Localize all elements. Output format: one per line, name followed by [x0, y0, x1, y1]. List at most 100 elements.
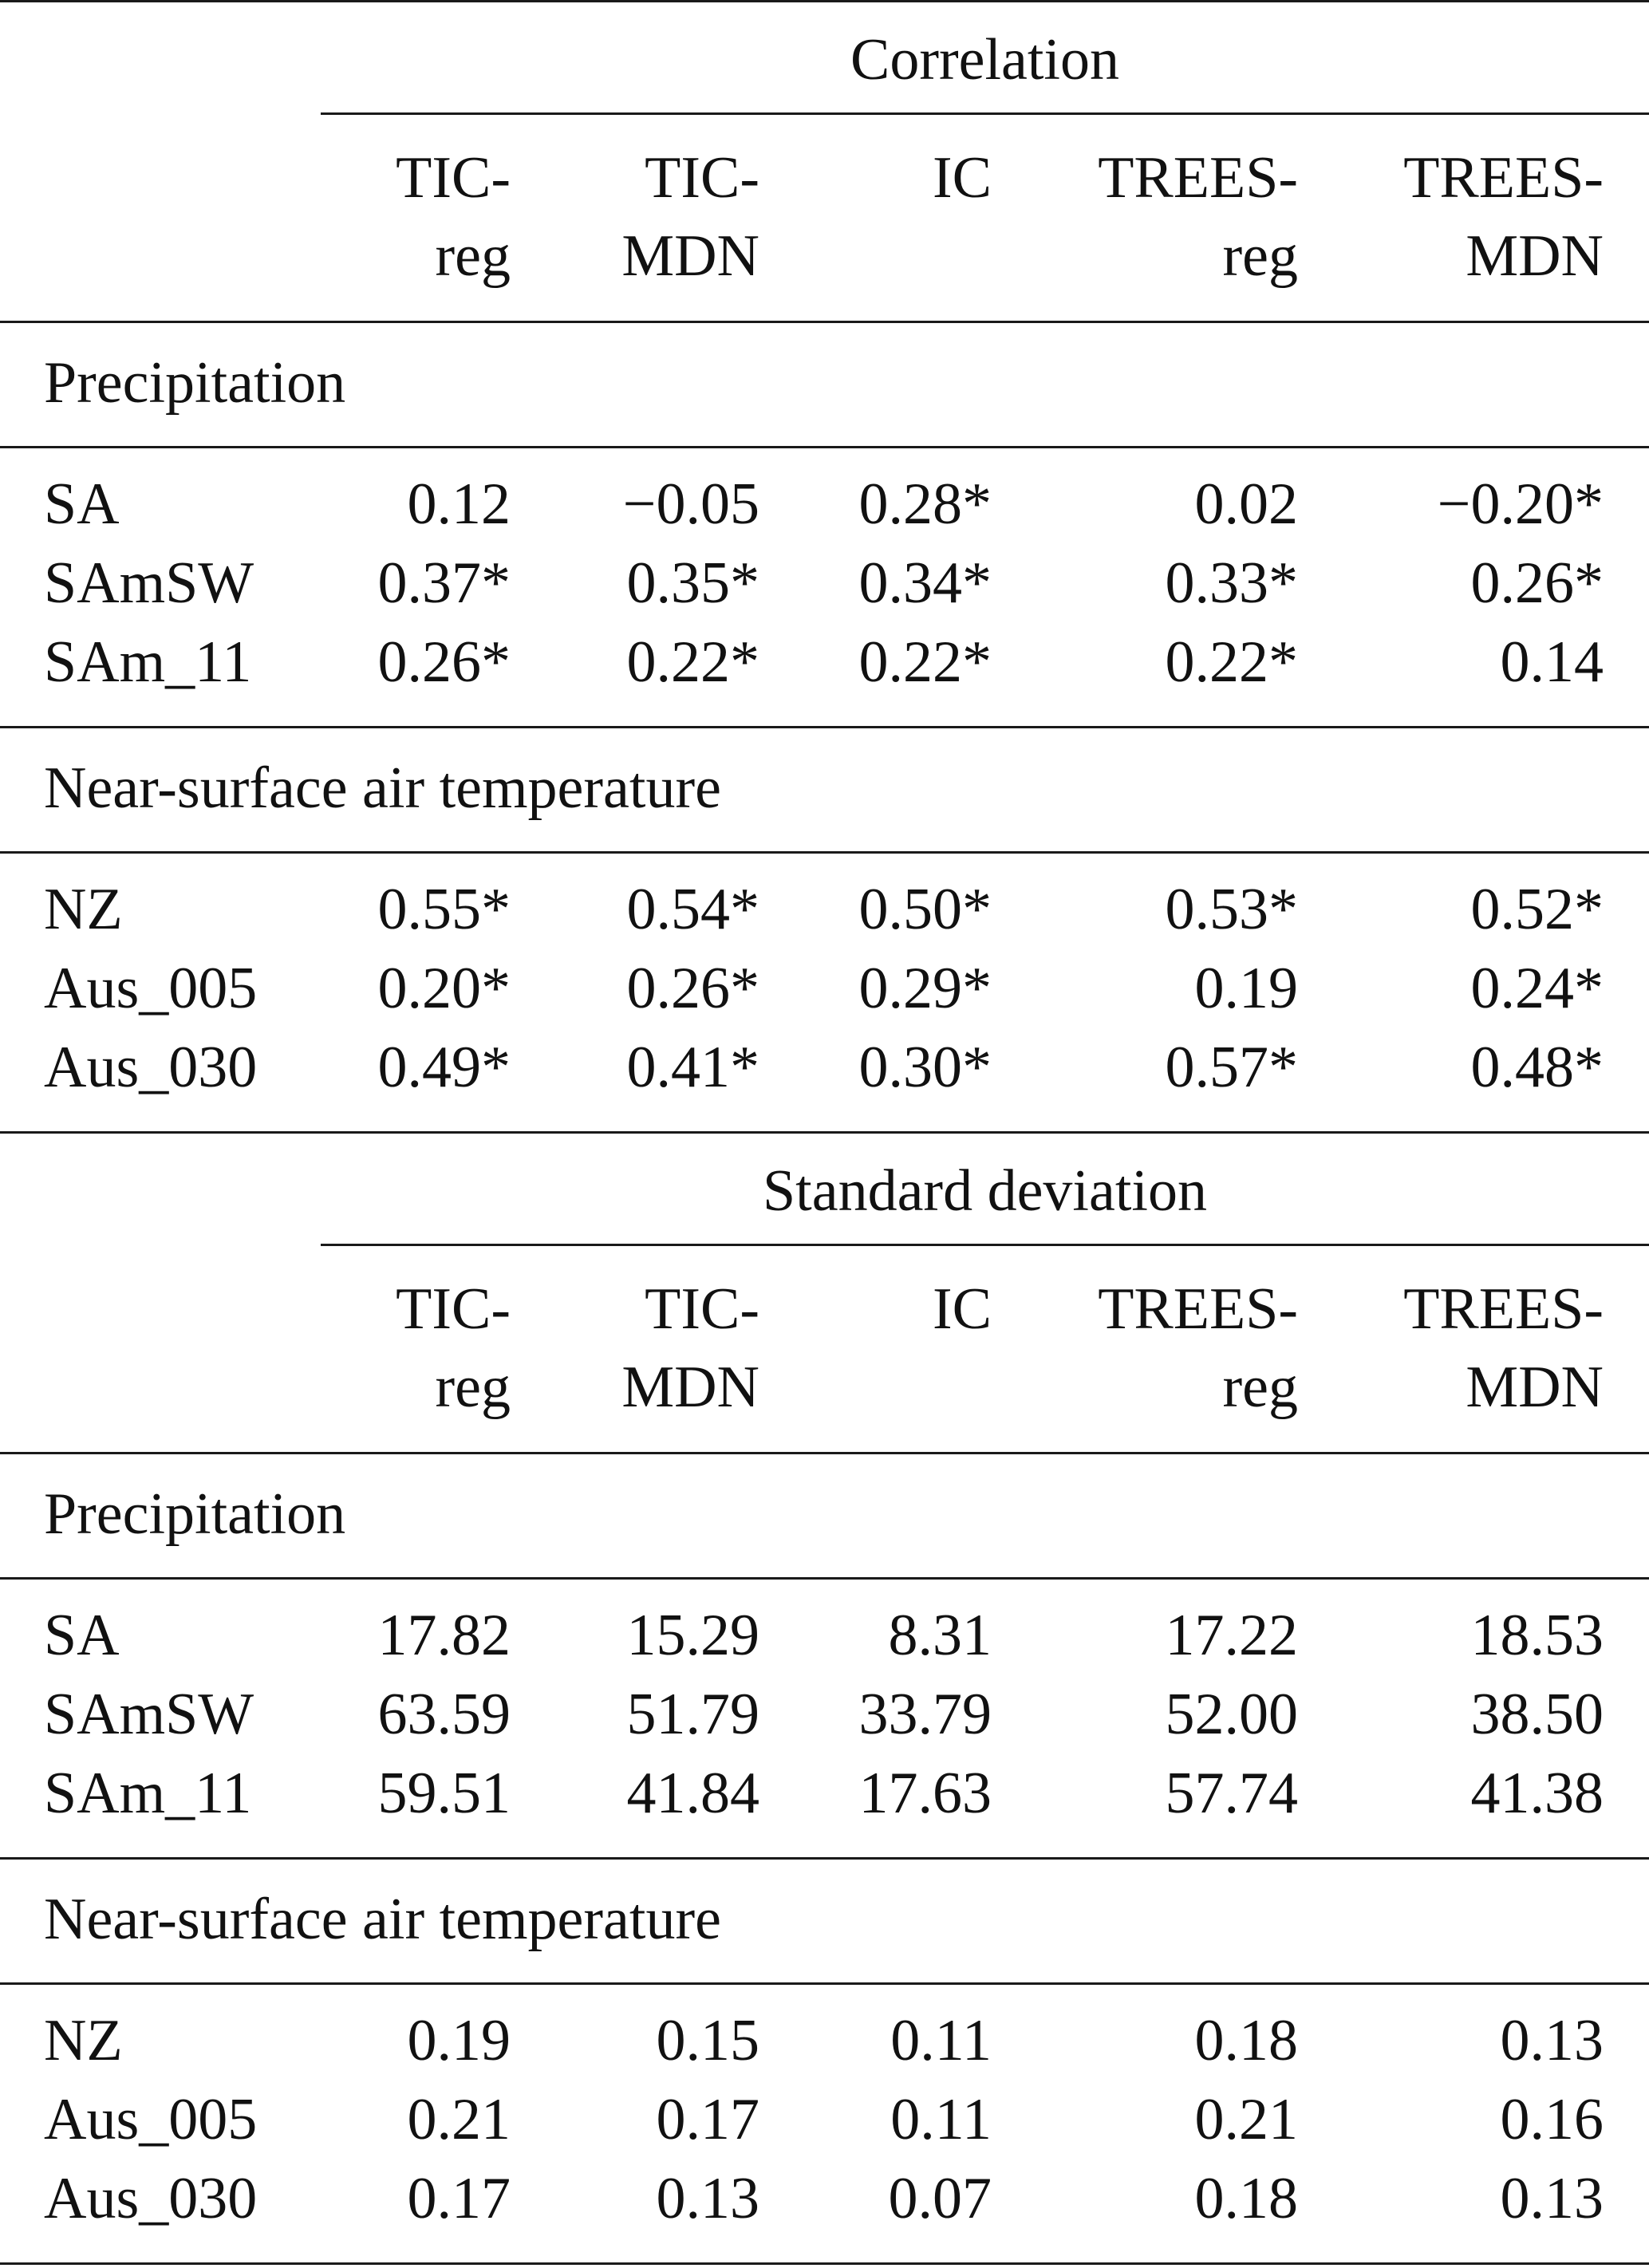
rule-cmidrule — [321, 1244, 1649, 1246]
table-cell: 0.12 — [407, 471, 511, 537]
table-cell: −0.20* — [1437, 471, 1604, 537]
column-header-line1: TREES- — [1403, 1276, 1604, 1342]
table-cell: 0.53* — [1165, 877, 1299, 942]
table-cell: 0.22* — [1165, 629, 1299, 695]
table-cell: 41.38 — [1470, 1761, 1604, 1826]
table-cell: 0.57* — [1165, 1035, 1299, 1100]
row-label: Aus_005 — [44, 956, 258, 1021]
column-header-line2: reg — [435, 1355, 511, 1420]
group-heading: Near-surface air temperature — [44, 755, 721, 821]
column-header-line1: TIC- — [396, 1276, 511, 1342]
column-header-line1: TIC- — [645, 145, 759, 211]
table-cell: 17.63 — [858, 1761, 992, 1826]
rule-header-bottom — [0, 1452, 1649, 1454]
group-heading: Near-surface air temperature — [44, 1887, 721, 1952]
row-label: Aus_005 — [44, 2087, 258, 2152]
rule-group-bottom — [0, 1857, 1649, 1860]
column-header-line1: TIC- — [645, 1276, 759, 1342]
table-cell: 38.50 — [1470, 1682, 1604, 1747]
rule-header-bottom — [0, 321, 1649, 323]
table-cell: 17.82 — [377, 1603, 511, 1668]
table-cell: 0.11 — [890, 2087, 992, 2152]
table-cell: 0.21 — [407, 2087, 511, 2152]
group-heading: Precipitation — [44, 1481, 346, 1547]
table-cell: 41.84 — [626, 1761, 760, 1826]
rule-cmidrule — [321, 112, 1649, 115]
table-cell: 0.21 — [1194, 2087, 1299, 2152]
table-cell: 0.34* — [858, 550, 992, 616]
row-label: SAm_11 — [44, 1761, 252, 1826]
table-cell: 33.79 — [858, 1682, 992, 1747]
table-cell: 0.30* — [858, 1035, 992, 1100]
column-header-line2: reg — [435, 223, 511, 289]
rule-group-bottom — [0, 726, 1649, 728]
rule-group — [0, 1982, 1649, 1985]
rule-group — [0, 851, 1649, 854]
column-header-line1: TREES- — [1098, 1276, 1298, 1342]
column-header-line2: reg — [1222, 223, 1299, 289]
table-cell: 0.22* — [626, 629, 760, 695]
row-label: SAmSW — [44, 550, 254, 616]
table-cell: 0.14 — [1500, 629, 1604, 695]
row-label: NZ — [44, 877, 123, 942]
table-cell: 0.13 — [1500, 2166, 1604, 2231]
column-header-line2: MDN — [621, 1355, 759, 1420]
table-cell: 0.22* — [858, 629, 992, 695]
table-cell: 17.22 — [1165, 1603, 1299, 1668]
table-cell: 0.29* — [858, 956, 992, 1021]
group-heading: Precipitation — [44, 350, 346, 416]
table-cell: 0.20* — [377, 956, 511, 1021]
table-cell: 8.31 — [888, 1603, 992, 1668]
section-title: Standard deviation — [763, 1158, 1207, 1224]
table-cell: 0.54* — [626, 877, 760, 942]
table-cell: −0.05 — [622, 471, 759, 537]
table-cell: 0.52* — [1470, 877, 1604, 942]
table-cell: 0.26* — [377, 629, 511, 695]
table-cell: 0.50* — [858, 877, 992, 942]
table-cell: 0.33* — [1165, 550, 1299, 616]
row-label: Aus_030 — [44, 1035, 258, 1100]
column-header-line1: IC — [933, 1276, 992, 1342]
row-label: SAmSW — [44, 1682, 254, 1747]
table-cell: 57.74 — [1165, 1761, 1299, 1826]
table-cell: 59.51 — [377, 1761, 511, 1826]
section-title: Correlation — [850, 27, 1119, 93]
table-cell: 0.35* — [626, 550, 760, 616]
table-cell: 0.28* — [858, 471, 992, 537]
rule-group — [0, 446, 1649, 448]
table-cell: 18.53 — [1470, 1603, 1604, 1668]
table-cell: 0.18 — [1194, 2008, 1299, 2073]
rule-top — [0, 0, 1649, 2]
table-cell: 0.55* — [377, 877, 511, 942]
row-label: SA — [44, 1603, 120, 1668]
table-cell: 0.07 — [888, 2166, 992, 2231]
column-header-line2: MDN — [1466, 223, 1604, 289]
table-cell: 0.02 — [1194, 471, 1299, 537]
column-header-line2: reg — [1222, 1355, 1299, 1420]
row-label: Aus_030 — [44, 2166, 258, 2231]
rule-group-bottom — [0, 2262, 1649, 2265]
table-cell: 0.37* — [377, 550, 511, 616]
column-header-line1: TREES- — [1098, 145, 1298, 211]
table-cell: 0.17 — [656, 2087, 760, 2152]
table-cell: 51.79 — [626, 1682, 760, 1747]
column-header-line2: MDN — [621, 223, 759, 289]
table-cell: 0.19 — [1194, 956, 1299, 1021]
row-label: SAm_11 — [44, 629, 252, 695]
row-label: SA — [44, 471, 120, 537]
table-cell: 0.13 — [656, 2166, 760, 2231]
table-cell: 0.19 — [407, 2008, 511, 2073]
rule-group — [0, 1577, 1649, 1580]
table-cell: 0.13 — [1500, 2008, 1604, 2073]
table-cell: 0.16 — [1500, 2087, 1604, 2152]
table-cell: 0.18 — [1194, 2166, 1299, 2231]
table-cell: 0.48* — [1470, 1035, 1604, 1100]
table-cell: 15.29 — [626, 1603, 760, 1668]
column-header-line1: TREES- — [1403, 145, 1604, 211]
table-cell: 0.41* — [626, 1035, 760, 1100]
table-cell: 0.26* — [1470, 550, 1604, 616]
row-label: NZ — [44, 2008, 123, 2073]
table-cell: 63.59 — [377, 1682, 511, 1747]
table-cell: 52.00 — [1165, 1682, 1299, 1747]
table-cell: 0.24* — [1470, 956, 1604, 1021]
